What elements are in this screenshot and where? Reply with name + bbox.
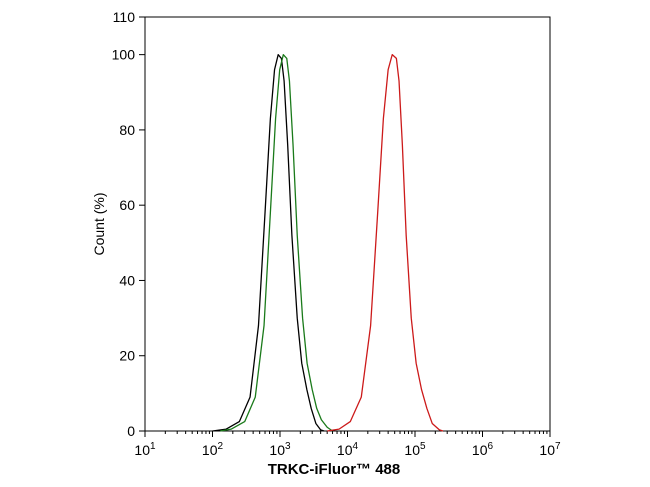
series-layer — [212, 53, 444, 432]
plot-frame — [144, 16, 551, 432]
plot-area-border — [144, 16, 551, 432]
y-axis-title: Count (%) — [91, 192, 107, 255]
x-tick-base: 10 — [404, 442, 420, 458]
x-tick-label: 107 — [539, 441, 561, 458]
series-line-2 — [220, 53, 333, 432]
x-tick-base: 10 — [337, 442, 353, 458]
y-tick-label: 110 — [113, 9, 136, 25]
x-tick-label: 101 — [134, 441, 156, 458]
x-axis-ticks: 101 102 103 104 105 106 107 — [134, 431, 561, 458]
x-tick-base: 10 — [134, 442, 150, 458]
y-tick-label: 40 — [119, 272, 135, 288]
y-tick-label: 60 — [119, 197, 135, 213]
x-tick-label: 103 — [269, 441, 291, 458]
x-tick-exponent: 4 — [353, 441, 359, 452]
series-line-1 — [212, 53, 325, 432]
x-tick-exponent: 3 — [285, 441, 291, 452]
x-tick-label: 102 — [202, 441, 224, 458]
x-tick-base: 10 — [539, 442, 555, 458]
x-tick-exponent: 7 — [555, 441, 561, 452]
x-axis-title: TRKC-iFluor™ 488 — [268, 461, 401, 478]
x-tick-exponent: 5 — [420, 441, 426, 452]
x-tick-base: 10 — [472, 442, 488, 458]
y-tick-label: 20 — [119, 348, 135, 364]
y-axis-ticks: 0 20 40 60 80 100 110 — [112, 9, 145, 439]
series-line-3 — [327, 53, 444, 432]
y-tick-label: 0 — [127, 423, 135, 439]
y-tick-label: 80 — [119, 122, 135, 138]
x-tick-exponent: 6 — [488, 441, 494, 452]
x-tick-label: 105 — [404, 441, 426, 458]
x-tick-exponent: 2 — [218, 441, 224, 452]
y-tick-label: 100 — [112, 47, 136, 63]
x-tick-base: 10 — [269, 442, 285, 458]
x-tick-exponent: 1 — [150, 441, 156, 452]
x-tick-label: 106 — [472, 441, 494, 458]
x-tick-base: 10 — [202, 442, 218, 458]
x-tick-label: 104 — [337, 441, 359, 458]
